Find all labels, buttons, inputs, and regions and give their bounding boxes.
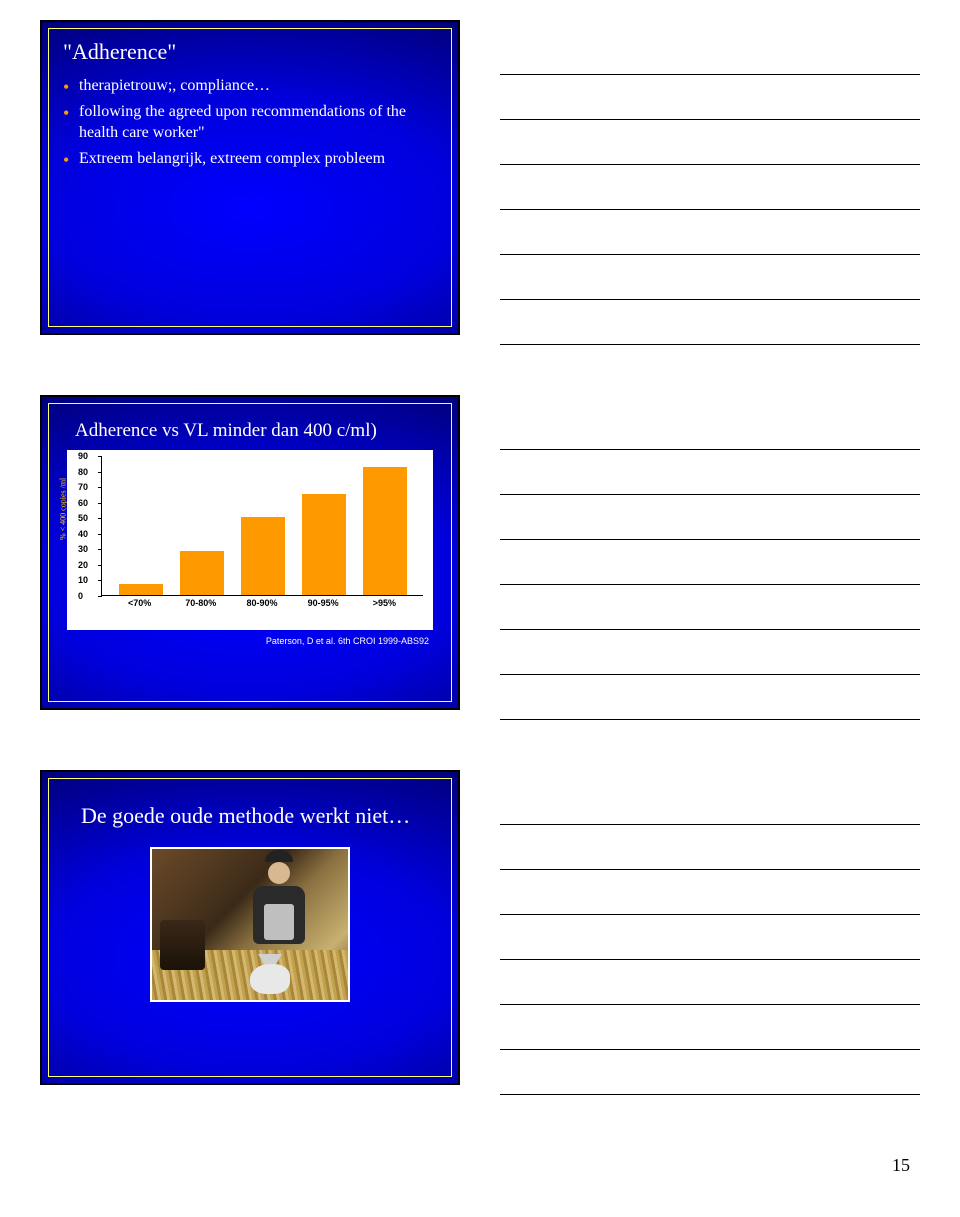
chart-bar xyxy=(119,584,163,595)
chart-ytick-label: 50 xyxy=(78,513,88,523)
slide1-bullet-1: therapietrouw;, compliance… xyxy=(63,75,437,97)
slide3-title: De goede oude methode werkt niet… xyxy=(81,803,437,829)
note-line xyxy=(500,870,920,915)
adherence-chart: 0102030405060708090 <70%70-80%80-90%90-9… xyxy=(67,450,433,630)
chart-xtick-label: >95% xyxy=(362,598,406,608)
slide1-bullets: therapietrouw;, compliance… following th… xyxy=(63,75,437,169)
note-line xyxy=(500,75,920,120)
note-line xyxy=(500,255,920,300)
note-line xyxy=(500,585,920,630)
chart-citation: Paterson, D et al. 6th CROI 1999-ABS92 xyxy=(57,636,429,646)
chart-bar xyxy=(241,517,285,595)
note-line xyxy=(500,30,920,75)
note-line xyxy=(500,450,920,495)
notes-area-3 xyxy=(500,770,920,1095)
note-line xyxy=(500,780,920,825)
chart-xtick-label: <70% xyxy=(118,598,162,608)
chart-plot-area: 0102030405060708090 xyxy=(101,456,423,596)
note-line xyxy=(500,825,920,870)
chart-ytick-label: 90 xyxy=(78,451,88,461)
chart-xtick-label: 90-95% xyxy=(301,598,345,608)
slide-inner-frame: "Adherence" therapietrouw;, compliance… … xyxy=(48,28,452,327)
chart-ytick-label: 70 xyxy=(78,482,88,492)
note-line xyxy=(500,540,920,585)
slide-1: "Adherence" therapietrouw;, compliance… … xyxy=(40,20,460,335)
note-line xyxy=(500,495,920,540)
chart-bar xyxy=(363,467,407,595)
slide1-bullet-3: Extreem belangrijk, extreem complex prob… xyxy=(63,148,437,170)
chart-bar xyxy=(302,494,346,595)
chart-ytick-label: 10 xyxy=(78,575,88,585)
chart-ytick-label: 60 xyxy=(78,498,88,508)
slide-inner-frame: Adherence vs VL minder dan 400 c/ml) % <… xyxy=(48,403,452,702)
photo-goose xyxy=(250,964,290,994)
chart-ytick-label: 80 xyxy=(78,467,88,477)
note-line xyxy=(500,960,920,1005)
slide1-bullet-2: following the agreed upon recommendation… xyxy=(63,101,437,144)
chart-ytick-label: 20 xyxy=(78,560,88,570)
note-line xyxy=(500,630,920,675)
notes-area-1 xyxy=(500,20,920,345)
chart-bar xyxy=(180,551,224,595)
chart-xtick-label: 80-90% xyxy=(240,598,284,608)
page-number: 15 xyxy=(40,1145,920,1176)
chart-xlabels: <70% 70-80% 80-90% 90-95% >95% xyxy=(101,596,423,608)
note-line xyxy=(500,675,920,720)
chart-ytick-label: 30 xyxy=(78,544,88,554)
note-line xyxy=(500,300,920,345)
slide1-title: "Adherence" xyxy=(63,39,437,65)
photo-barrel xyxy=(160,920,205,970)
force-feeding-photo xyxy=(150,847,350,1002)
slide-inner-frame: De goede oude methode werkt niet… xyxy=(48,778,452,1077)
chart-ytick-label: 0 xyxy=(78,591,83,601)
note-line xyxy=(500,120,920,165)
note-line xyxy=(500,1050,920,1095)
chart-xtick-label: 70-80% xyxy=(179,598,223,608)
note-line xyxy=(500,915,920,960)
slide-3: De goede oude methode werkt niet… xyxy=(40,770,460,1085)
note-line xyxy=(500,1005,920,1050)
note-line xyxy=(500,210,920,255)
slide2-title: Adherence vs VL minder dan 400 c/ml) xyxy=(75,420,443,442)
chart-ytick-label: 40 xyxy=(78,529,88,539)
note-line xyxy=(500,405,920,450)
notes-area-2 xyxy=(500,395,920,720)
slide-2: Adherence vs VL minder dan 400 c/ml) % <… xyxy=(40,395,460,710)
note-line xyxy=(500,165,920,210)
photo-person xyxy=(246,874,312,966)
